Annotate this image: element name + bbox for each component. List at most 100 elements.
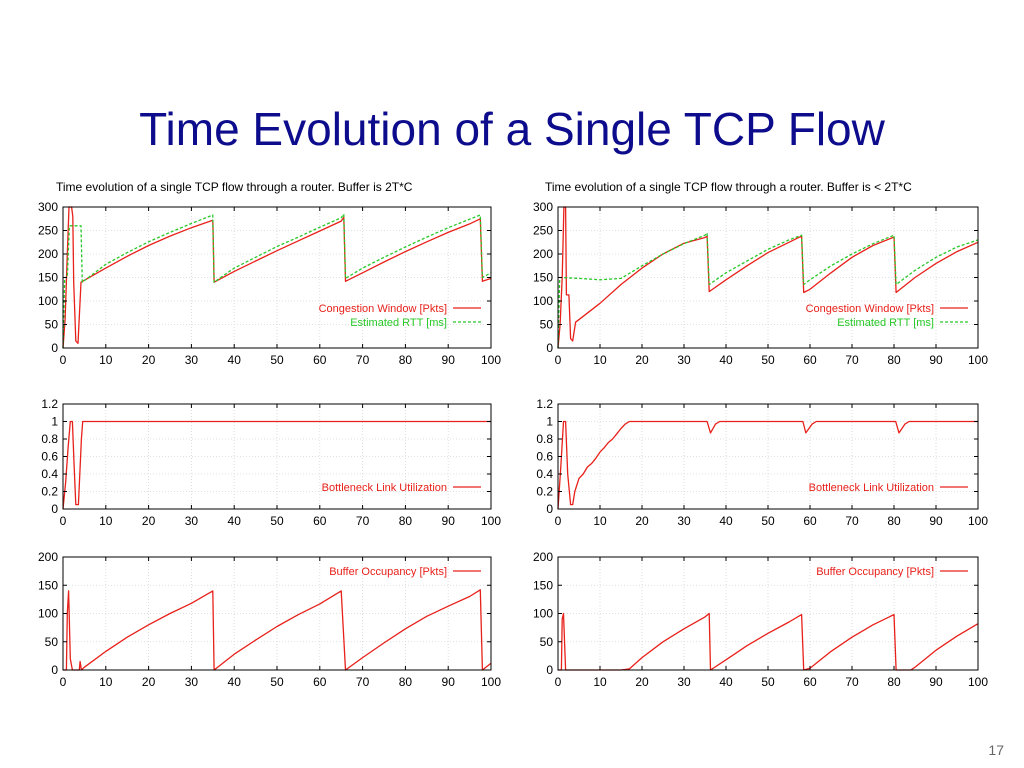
y-tick-label: 100 (38, 607, 58, 621)
x-tick-label: 90 (929, 353, 943, 367)
x-tick-label: 0 (555, 353, 562, 367)
chart-right-util: 0 10 20 30 40 50 60 70 80 90 100 0 0.2 0.4 0.6 0.8 1 1.2 B… (536, 397, 988, 528)
y-tick-label: 1 (51, 415, 58, 429)
x-tick-label: 10 (99, 675, 113, 689)
y-tick-label: 150 (533, 578, 553, 592)
y-tick-label: 0 (546, 502, 553, 516)
x-tick-label: 30 (185, 675, 199, 689)
y-tick-label: 300 (533, 200, 553, 214)
legend-label: Congestion Window [Pkts] (806, 303, 934, 315)
x-tick-label: 10 (593, 514, 607, 528)
y-tick-label: 250 (38, 224, 58, 238)
y-tick-label: 200 (533, 550, 553, 564)
y-tick-label: 50 (45, 635, 59, 649)
legend-label: Buffer Occupancy [Pkts] (329, 566, 447, 578)
x-tick-label: 40 (228, 675, 242, 689)
series-line (557, 420, 978, 510)
chart-right-cwnd: 0 10 20 30 40 50 60 70 80 90 100 0 50 100 150 200 250 300… (533, 200, 988, 367)
x-tick-label: 70 (356, 675, 370, 689)
series-line (62, 206, 492, 349)
x-tick-label: 20 (142, 353, 156, 367)
x-tick-label: 100 (481, 675, 501, 689)
x-tick-label: 50 (761, 675, 775, 689)
chart-left-util: 0 10 20 30 40 50 60 70 80 90 100 0 0.2 0.4 0.6 0.8 1 1.2 B… (41, 397, 501, 528)
y-tick-label: 0.2 (41, 485, 58, 499)
y-tick-label: 250 (533, 224, 553, 238)
x-tick-label: 30 (677, 514, 691, 528)
y-tick-label: 0 (546, 341, 553, 355)
x-tick-label: 0 (555, 675, 562, 689)
x-tick-label: 100 (481, 514, 501, 528)
x-tick-label: 60 (803, 675, 817, 689)
legend-label: Buffer Occupancy [Pkts] (816, 566, 934, 578)
x-tick-label: 80 (399, 514, 413, 528)
y-tick-label: 0.8 (41, 432, 58, 446)
x-tick-label: 90 (929, 675, 943, 689)
x-tick-label: 30 (185, 514, 199, 528)
x-tick-label: 30 (677, 675, 691, 689)
y-tick-label: 0.2 (536, 485, 553, 499)
y-tick-label: 0.6 (536, 450, 553, 464)
series-line (557, 232, 979, 349)
x-tick-label: 90 (929, 514, 943, 528)
legend-label: Estimated RTT [ms] (837, 317, 934, 329)
x-tick-label: 40 (719, 514, 733, 528)
x-tick-label: 20 (142, 514, 156, 528)
series-line (62, 213, 492, 349)
x-tick-label: 20 (142, 675, 156, 689)
legend-label: Bottleneck Link Utilization (322, 482, 447, 494)
y-tick-label: 0 (51, 341, 58, 355)
x-tick-label: 0 (60, 514, 67, 528)
y-tick-label: 100 (38, 294, 58, 308)
y-tick-label: 200 (38, 247, 58, 261)
y-tick-label: 0 (546, 663, 553, 677)
x-tick-label: 10 (593, 353, 607, 367)
y-tick-label: 0.8 (536, 432, 553, 446)
x-tick-label: 80 (399, 353, 413, 367)
chart-right-buffer: 0 10 20 30 40 50 60 70 80 90 100 0 50 100 150 200 Buffer… (533, 550, 988, 689)
x-tick-label: 50 (270, 514, 284, 528)
y-tick-label: 1 (546, 415, 553, 429)
x-tick-label: 80 (887, 675, 901, 689)
y-tick-label: 0 (51, 502, 58, 516)
x-tick-label: 100 (968, 514, 988, 528)
legend-label: Estimated RTT [ms] (350, 317, 447, 329)
y-tick-label: 50 (540, 318, 554, 332)
chart-left-cwnd: 0 10 20 30 40 50 60 70 80 90 100 0 50 100 150 200 250 300… (38, 200, 501, 367)
x-tick-label: 40 (719, 353, 733, 367)
y-tick-label: 50 (540, 635, 554, 649)
y-tick-label: 0.4 (41, 467, 58, 481)
x-tick-label: 0 (555, 514, 562, 528)
x-tick-label: 20 (635, 675, 649, 689)
x-tick-label: 60 (313, 353, 327, 367)
x-tick-label: 60 (803, 353, 817, 367)
x-tick-label: 20 (635, 514, 649, 528)
slide-title: Time Evolution of a Single TCP Flow (139, 103, 885, 155)
x-tick-label: 40 (228, 353, 242, 367)
x-tick-label: 10 (99, 353, 113, 367)
x-tick-label: 50 (761, 514, 775, 528)
x-tick-label: 100 (968, 353, 988, 367)
caption-right: Time evolution of a single TCP flow thro… (545, 180, 912, 194)
x-tick-label: 40 (228, 514, 242, 528)
legend-label: Bottleneck Link Utilization (809, 482, 934, 494)
x-tick-label: 70 (356, 514, 370, 528)
x-tick-label: 100 (968, 675, 988, 689)
x-tick-label: 100 (481, 353, 501, 367)
x-tick-label: 80 (887, 353, 901, 367)
x-tick-label: 60 (803, 514, 817, 528)
x-tick-label: 50 (270, 675, 284, 689)
y-tick-label: 300 (38, 200, 58, 214)
y-tick-label: 50 (45, 318, 59, 332)
x-tick-label: 30 (677, 353, 691, 367)
y-tick-label: 150 (38, 578, 58, 592)
y-tick-label: 0.4 (536, 467, 553, 481)
y-tick-label: 150 (533, 271, 553, 285)
y-tick-label: 1.2 (41, 397, 58, 411)
x-tick-label: 90 (442, 514, 456, 528)
x-tick-label: 0 (60, 353, 67, 367)
x-tick-label: 0 (60, 675, 67, 689)
x-tick-label: 50 (270, 353, 284, 367)
x-tick-label: 90 (442, 353, 456, 367)
x-tick-label: 80 (887, 514, 901, 528)
